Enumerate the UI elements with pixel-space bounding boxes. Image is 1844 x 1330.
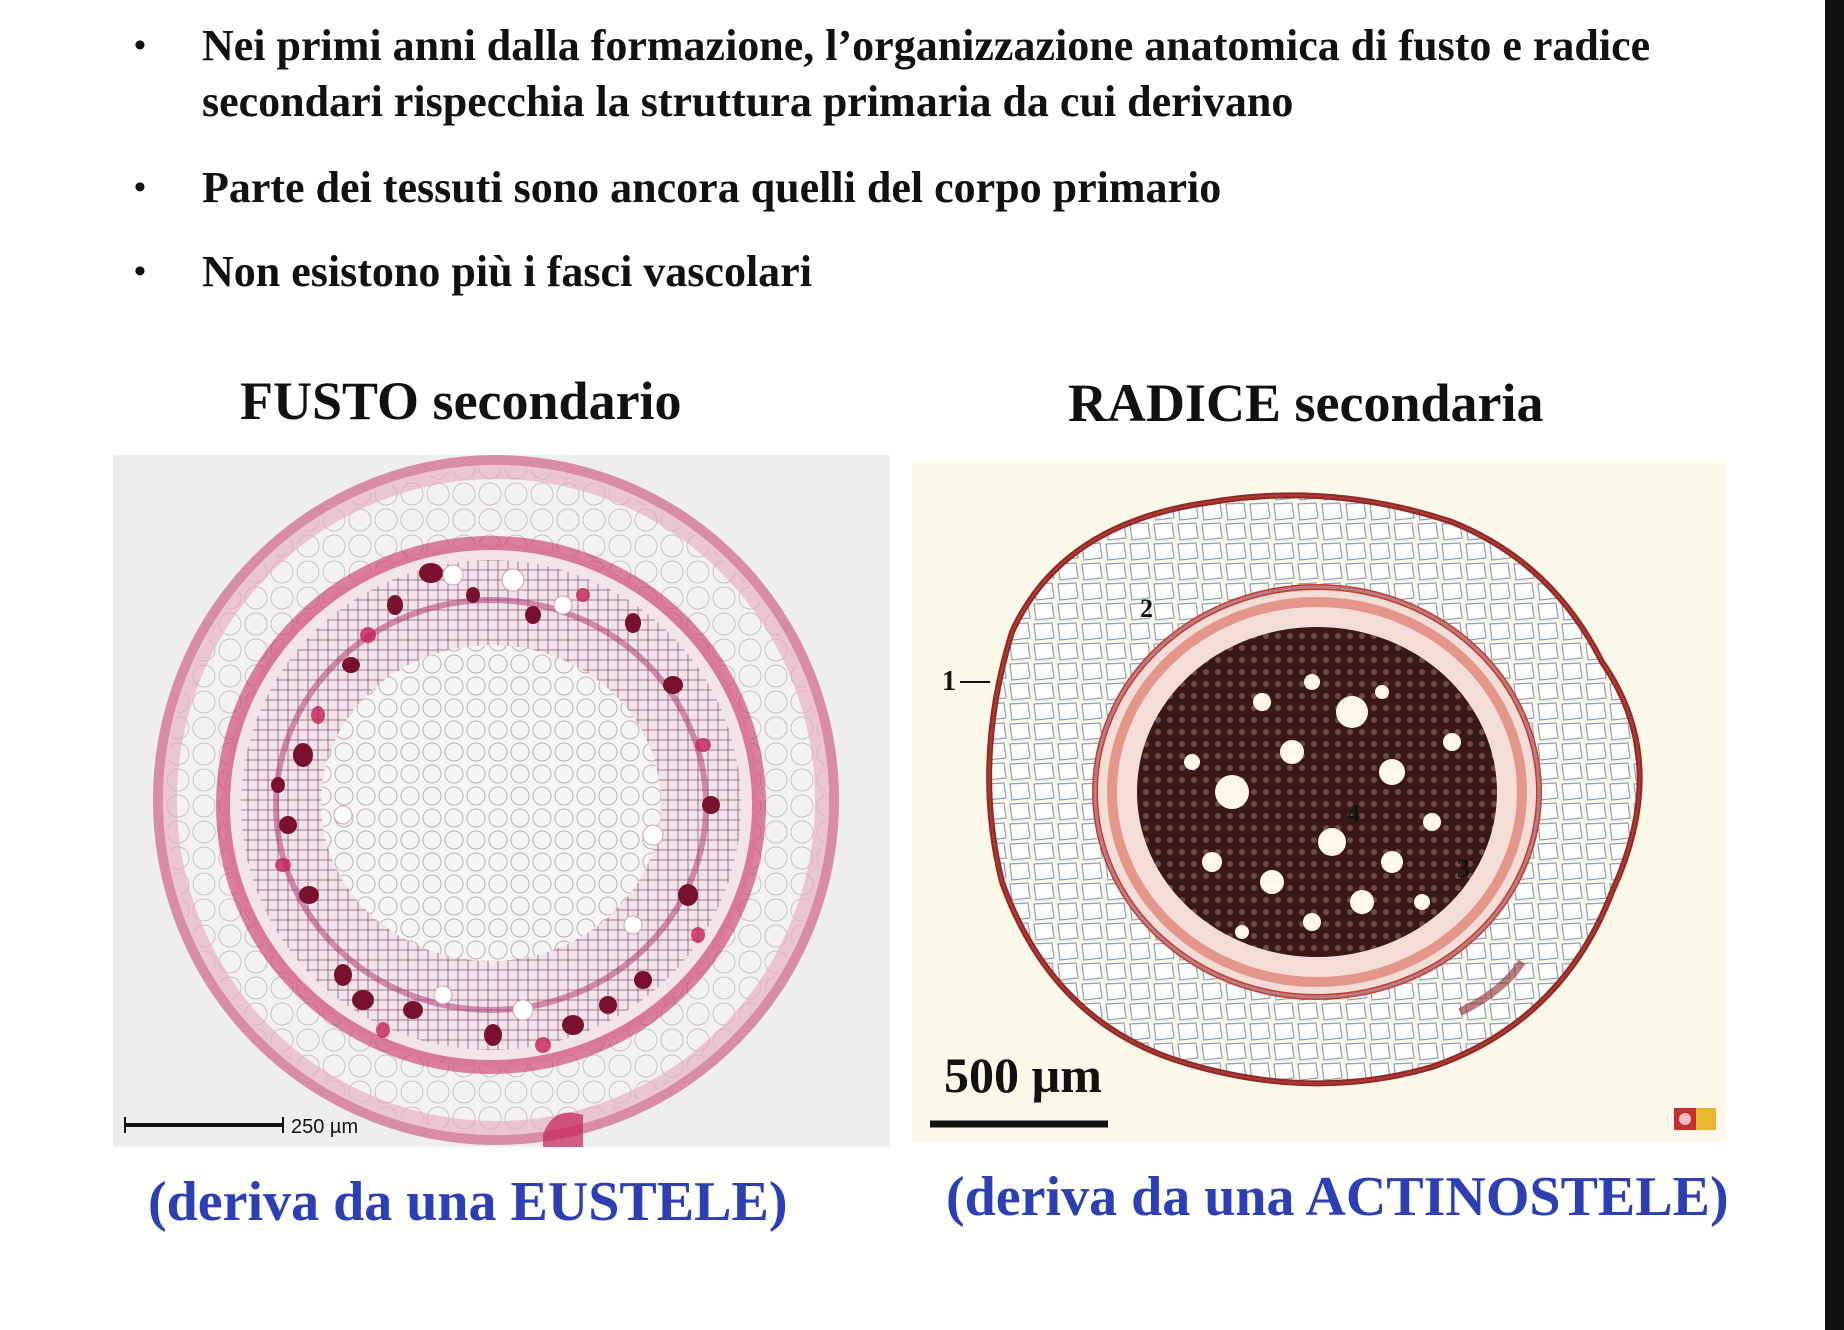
marker-4: 4 (1347, 799, 1360, 828)
scale-bar-label: 250 µm (291, 1116, 358, 1138)
marker-1: 1 (942, 666, 956, 697)
left-panel-caption: (deriva da una EUSTELE) (148, 1171, 788, 1233)
bullet-icon: • (134, 169, 146, 206)
stem-micrograph: 250 µm (113, 455, 890, 1147)
right-panel-caption: (deriva da una ACTINOSTELE) (946, 1166, 1729, 1228)
scale-bar-label: 500 µm (944, 1047, 1102, 1103)
publisher-logo-icon (1674, 1108, 1716, 1130)
bullet-icon: • (134, 27, 146, 64)
bullet-text: Non esistono più i fasci vascolari (202, 247, 812, 296)
bullet-icon: • (134, 253, 146, 290)
left-panel-heading: FUSTO secondario (240, 371, 682, 431)
window-edge (1825, 0, 1844, 1330)
right-panel-heading: RADICE secondaria (1068, 373, 1544, 433)
marker-3: 3 (1457, 854, 1470, 883)
bullet-text: Nei primi anni dalla formazione, l’organ… (202, 21, 1651, 126)
marker-2: 2 (1140, 594, 1153, 623)
root-micrograph: 1 2 3 4 500 µm (912, 462, 1726, 1142)
bullet-text: Parte dei tessuti sono ancora quelli del… (202, 163, 1222, 212)
